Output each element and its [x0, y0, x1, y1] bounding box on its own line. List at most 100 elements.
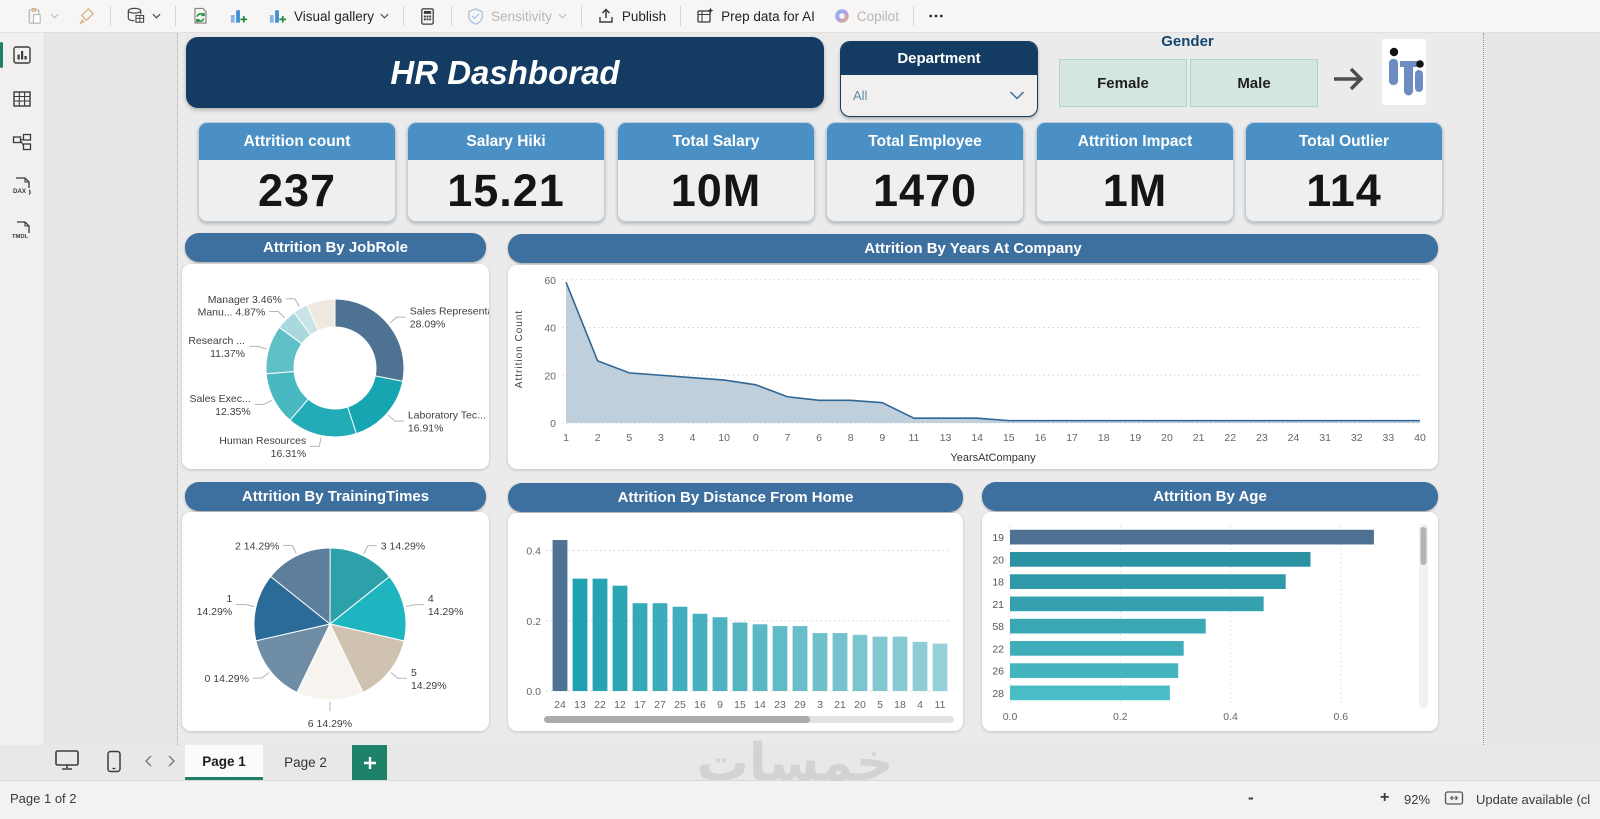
visual-gallery-icon	[269, 10, 287, 23]
svg-text:9: 9	[879, 432, 885, 444]
kpi-value: 1M	[1102, 164, 1168, 216]
iti-logo-icon	[1389, 47, 1424, 96]
add-page-button[interactable]	[352, 745, 387, 780]
svg-text:514.29%: 5 14.29%	[411, 667, 447, 692]
pie-chart-training-visual[interactable]: 3 14.29% 4 14.29% 5 14.29% 6 14.29% 0 14.29% 1 1…	[182, 512, 489, 731]
page-title: HR Dashborad	[390, 53, 620, 91]
svg-text:21: 21	[834, 699, 846, 711]
chevron-down-icon	[380, 13, 389, 19]
svg-text:23: 23	[774, 699, 786, 711]
hbar-chart-age: 0.0 0.2 0.4 0.6 19 20 18 21 58 22 26 28	[992, 524, 1428, 723]
hbar-chart-age-visual[interactable]: 0.0 0.2 0.4 0.6 19 20 18 21 58 22 26 28	[982, 512, 1438, 731]
next-page-arrow-button[interactable]	[1326, 56, 1372, 107]
new-measure-button[interactable]	[409, 0, 446, 32]
gender-female-button[interactable]: Female	[1059, 59, 1187, 107]
svg-text:0.0: 0.0	[1003, 711, 1018, 723]
chevron-down-icon	[1009, 90, 1025, 100]
svg-text:11: 11	[908, 432, 919, 444]
sidebar-item-report-view[interactable]	[0, 33, 44, 77]
svg-text:Manu... 4.87%: Manu... 4.87%	[198, 307, 266, 319]
zoom-in-button[interactable]: +	[1380, 789, 1390, 806]
more-options-button[interactable]: ⋯	[919, 0, 953, 32]
svg-text:0: 0	[550, 418, 556, 430]
toolbar-divider	[403, 6, 405, 26]
gender-male-button[interactable]: Male	[1190, 59, 1318, 107]
kpi-card-salary-hiki[interactable]: Salary Hiki 15.21	[407, 122, 605, 222]
horizontal-scrollbar-thumb[interactable]	[544, 716, 810, 723]
svg-text:10: 10	[718, 432, 730, 444]
new-visual-button[interactable]	[219, 0, 258, 32]
sidebar-item-tmdl-view[interactable]: TMDL	[0, 209, 44, 253]
svg-text:0.6: 0.6	[1334, 711, 1349, 723]
refresh-button[interactable]	[181, 0, 219, 32]
sidebar-item-table-view[interactable]	[0, 77, 44, 121]
kpi-value: 15.21	[447, 164, 565, 216]
svg-text:DAX: DAX	[13, 188, 27, 195]
svg-text:18: 18	[1098, 432, 1110, 444]
dashboard-title-visual[interactable]: HR Dashborad	[186, 37, 824, 108]
department-selected-value: All	[853, 87, 868, 103]
page-indicator: Page 1 of 2	[10, 791, 77, 806]
desktop-view-button[interactable]	[53, 749, 81, 783]
next-page-button[interactable]	[166, 754, 177, 773]
svg-text:13: 13	[940, 432, 952, 444]
svg-text:0.4: 0.4	[1223, 711, 1238, 723]
bar-chart-distance-visual[interactable]: 0.0 0.2 0.4 24 13 22 12 17 27 25 16 9 15 14 23 29 3 21 20 5…	[508, 513, 963, 731]
kpi-value: 1470	[872, 164, 978, 216]
kpi-card-total-outlier[interactable]: Total Outlier 114	[1245, 122, 1443, 222]
visual-gallery-button[interactable]: Visual gallery	[258, 0, 398, 32]
fit-to-page-button[interactable]	[1444, 790, 1464, 809]
department-dropdown[interactable]: All	[841, 75, 1037, 115]
prep-data-ai-button[interactable]: Prep data for AI	[686, 0, 824, 32]
kpi-card-total-salary[interactable]: Total Salary 10M	[617, 122, 815, 222]
svg-text:13: 13	[574, 699, 586, 711]
table-view-icon	[13, 91, 31, 107]
copilot-label: Copilot	[856, 8, 899, 24]
svg-text:0 14.29%: 0 14.29%	[205, 673, 249, 685]
svg-text:17: 17	[1066, 432, 1078, 444]
svg-text:20: 20	[1161, 432, 1173, 444]
kpi-label: Total Employee	[827, 123, 1023, 160]
chart-title: Attrition By TrainingTimes	[241, 488, 430, 505]
update-available-link[interactable]: Update available (cl	[1476, 792, 1591, 807]
area-chart-years-visual[interactable]: 0 20 40 60 1 2 5 3 4 10 0 7 6 8 9 11 13 14 15 16 17 18 19 20 21 2…	[508, 265, 1438, 469]
pie-chart-training: 3 14.29% 4 14.29% 5 14.29% 6 14.29% 0 14.29% 1 1…	[197, 541, 464, 730]
svg-text:19: 19	[1129, 432, 1141, 444]
sensitivity-button[interactable]: Sensitivity	[457, 0, 576, 32]
format-painter-button[interactable]	[68, 0, 105, 32]
sidebar-item-model-view[interactable]	[0, 121, 44, 165]
tab-page-1[interactable]: Page 1	[185, 745, 263, 780]
svg-text:25: 25	[674, 699, 686, 711]
donut-chart-jobrole: Sales Representa...28.09% Laboratory Tec.…	[188, 294, 489, 460]
donut-chart-jobrole-visual[interactable]: Sales Representa...28.09% Laboratory Tec.…	[182, 264, 489, 469]
kpi-card-attrition-count[interactable]: Attrition count 237	[198, 122, 396, 222]
kpi-card-total-employee[interactable]: Total Employee 1470	[826, 122, 1024, 222]
svg-text:414.29%: 4 14.29%	[428, 593, 464, 618]
tab-page-2[interactable]: Page 2	[268, 745, 343, 780]
panel-title-jobrole: Attrition By JobRole	[185, 233, 486, 262]
sidebar-item-dax-query-view[interactable]: DAX	[0, 165, 44, 209]
kpi-value: 114	[1306, 164, 1382, 216]
kpi-card-attrition-impact[interactable]: Attrition Impact 1M	[1036, 122, 1234, 222]
publish-button[interactable]: Publish	[587, 0, 675, 32]
prev-page-button[interactable]	[143, 754, 154, 773]
svg-text:27: 27	[654, 699, 666, 711]
svg-text:22: 22	[594, 699, 606, 711]
zoom-out-button[interactable]: -	[1248, 788, 1254, 807]
toolbar-divider	[912, 6, 914, 26]
svg-text:5: 5	[877, 699, 883, 711]
report-view-icon	[13, 46, 31, 64]
vertical-scrollbar-track[interactable]	[1419, 524, 1428, 708]
mobile-view-icon	[107, 750, 121, 773]
get-data-button[interactable]	[116, 0, 170, 32]
bar-chart-distance: 0.0 0.2 0.4 24 13 22 12 17 27 25 16 9 15 14 23 29 3 21 20 5…	[526, 540, 954, 723]
chevron-down-icon	[50, 13, 59, 19]
paste-button[interactable]	[16, 0, 68, 32]
svg-text:21: 21	[1193, 432, 1205, 444]
toolbar-divider	[680, 6, 682, 26]
vertical-scrollbar-thumb[interactable]	[1420, 527, 1427, 565]
copilot-button[interactable]: Copilot	[824, 0, 908, 32]
mobile-view-button[interactable]	[105, 750, 123, 779]
svg-text:32: 32	[1351, 432, 1363, 444]
